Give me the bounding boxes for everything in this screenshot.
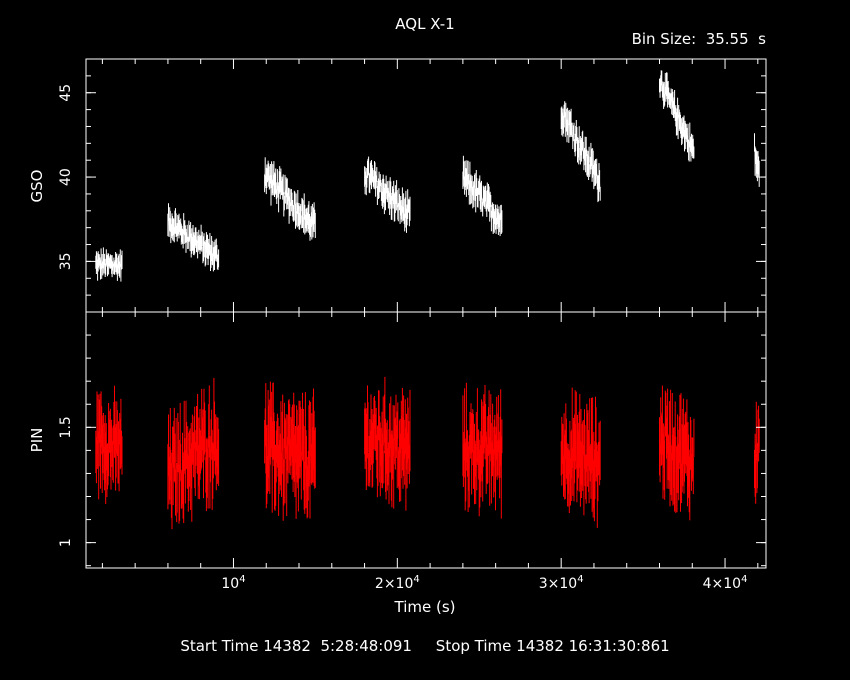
pin-frame	[85, 311, 767, 569]
data-line	[659, 77, 695, 153]
data-line	[264, 170, 316, 230]
pin-segment	[659, 385, 695, 521]
x-tick-label: 104	[221, 574, 245, 592]
pin-segment	[95, 385, 123, 504]
y-tick-label: 35	[58, 252, 74, 270]
x-axis-label: Time (s)	[394, 598, 456, 616]
pin-segment	[264, 381, 316, 521]
y-tick-label: 45	[58, 84, 74, 102]
data-line	[364, 165, 411, 223]
x-axis-ticks: 104 2×104 3×104 4×104	[221, 574, 747, 592]
gso-panel: 35 40 45 GSO	[28, 58, 767, 313]
data-line	[95, 256, 123, 273]
gso-axis-label: GSO	[28, 170, 46, 203]
pin-segment	[167, 377, 220, 530]
data-line	[167, 212, 219, 265]
pin-segment	[364, 376, 411, 511]
gso-segment	[754, 133, 760, 187]
data-line	[462, 167, 503, 226]
pin-series	[95, 376, 760, 530]
data-line	[560, 425, 601, 490]
gso-segment	[560, 101, 601, 203]
gso-segment	[264, 157, 316, 241]
pin-axis-label: PIN	[28, 428, 46, 453]
chart-title: AQL X-1	[395, 15, 454, 33]
data-line	[754, 142, 760, 174]
data-line	[659, 412, 695, 489]
y-tick-label: 1	[58, 538, 74, 547]
data-line	[95, 416, 123, 471]
gso-segment	[462, 155, 503, 237]
y-tick-label: 40	[58, 168, 74, 186]
x-tick-label: 4×104	[703, 574, 748, 592]
x-tick-label: 2×104	[375, 574, 420, 592]
pin-panel: 11.5 PIN	[28, 311, 767, 569]
data-line	[364, 412, 411, 474]
data-line	[167, 415, 219, 495]
bin-size-label: Bin Size: 35.55 s	[632, 30, 767, 48]
pin-segment	[754, 401, 760, 504]
gso-segment	[364, 156, 411, 233]
time-range-footer: Start Time 14382 5:28:48:091 Stop Time 1…	[180, 637, 669, 655]
gso-segment	[95, 247, 123, 282]
gso-segment	[167, 203, 220, 272]
gso-ticks: 35 40 45	[58, 58, 766, 313]
x-tick-label: 3×104	[539, 574, 584, 592]
pin-segment	[462, 382, 503, 519]
data-line	[560, 109, 601, 194]
data-line	[264, 419, 316, 492]
data-line	[462, 421, 503, 480]
data-line	[754, 427, 760, 475]
y-tick-label: 1.5	[58, 416, 74, 438]
pin-ticks: 11.5	[58, 312, 766, 568]
pin-segment	[560, 387, 601, 528]
gso-series	[95, 70, 760, 282]
gso-segment	[659, 70, 695, 162]
